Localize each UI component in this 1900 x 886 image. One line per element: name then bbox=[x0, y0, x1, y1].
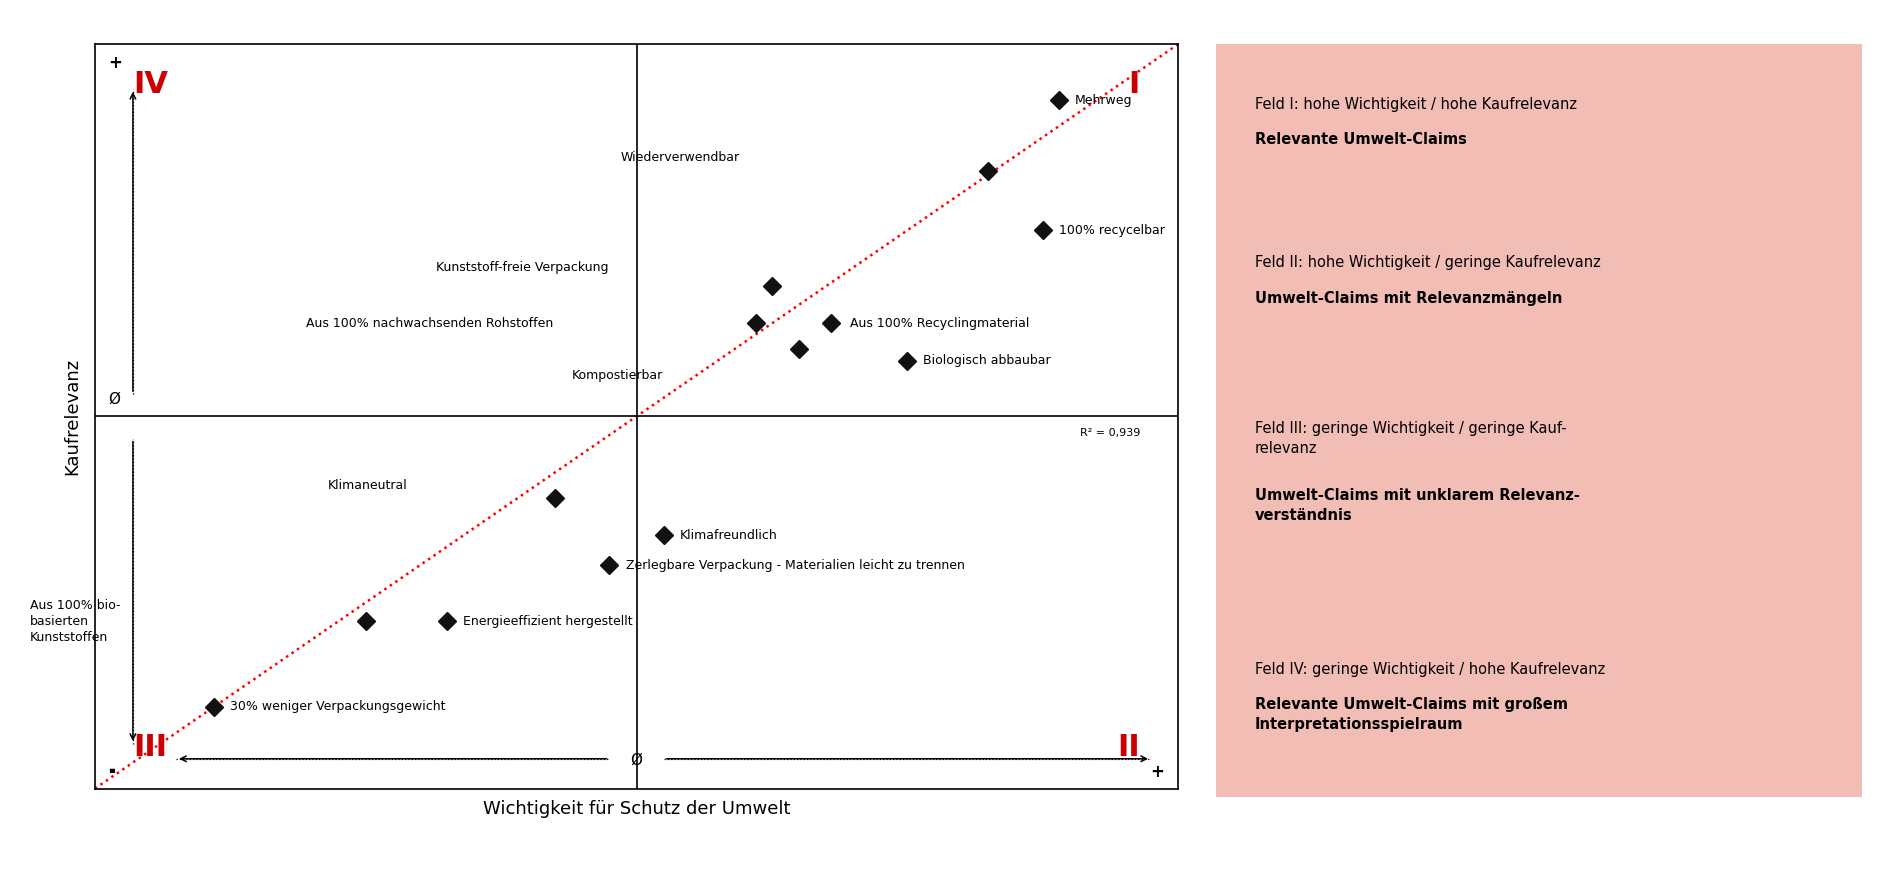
Text: -: - bbox=[108, 761, 116, 780]
Text: Aus 100% Recyclingmaterial: Aus 100% Recyclingmaterial bbox=[851, 317, 1030, 330]
Text: Biologisch abbaubar: Biologisch abbaubar bbox=[923, 354, 1051, 367]
Text: I: I bbox=[1129, 70, 1140, 99]
Text: Feld II: hohe Wichtigkeit / geringe Kaufrelevanz: Feld II: hohe Wichtigkeit / geringe Kauf… bbox=[1254, 255, 1600, 270]
Text: Feld IV: geringe Wichtigkeit / hohe Kaufrelevanz: Feld IV: geringe Wichtigkeit / hohe Kauf… bbox=[1254, 662, 1606, 677]
Text: Feld III: geringe Wichtigkeit / geringe Kauf-
relevanz: Feld III: geringe Wichtigkeit / geringe … bbox=[1254, 421, 1566, 455]
Text: Energieeffizient hergestellt: Energieeffizient hergestellt bbox=[464, 615, 633, 627]
Text: Mehrweg: Mehrweg bbox=[1075, 94, 1132, 106]
Text: +: + bbox=[1151, 763, 1165, 781]
Text: Relevante Umwelt-Claims: Relevante Umwelt-Claims bbox=[1254, 132, 1467, 147]
Text: Umwelt-Claims mit unklarem Relevanz-
verständnis: Umwelt-Claims mit unklarem Relevanz- ver… bbox=[1254, 488, 1579, 523]
Text: Ø: Ø bbox=[631, 753, 642, 768]
Text: Aus 100% bio-
basierten
Kunststoffen: Aus 100% bio- basierten Kunststoffen bbox=[30, 599, 120, 643]
Text: 30% weniger Verpackungsgewicht: 30% weniger Verpackungsgewicht bbox=[230, 700, 446, 713]
Text: II: II bbox=[1117, 734, 1140, 763]
Text: Relevante Umwelt-Claims mit großem
Interpretationsspielraum: Relevante Umwelt-Claims mit großem Inter… bbox=[1254, 697, 1567, 732]
Text: Zerlegbare Verpackung - Materialien leicht zu trennen: Zerlegbare Verpackung - Materialien leic… bbox=[625, 559, 965, 571]
Text: IV: IV bbox=[133, 70, 167, 99]
Text: Wiederverwendbar: Wiederverwendbar bbox=[619, 152, 739, 164]
Text: Aus 100% nachwachsenden Rohstoffen: Aus 100% nachwachsenden Rohstoffen bbox=[306, 317, 553, 330]
Text: R² = 0,939: R² = 0,939 bbox=[1079, 428, 1140, 439]
Text: Klimafreundlich: Klimafreundlich bbox=[680, 529, 777, 542]
Text: Kompostierbar: Kompostierbar bbox=[572, 369, 663, 382]
Text: Feld I: hohe Wichtigkeit / hohe Kaufrelevanz: Feld I: hohe Wichtigkeit / hohe Kaufrele… bbox=[1254, 97, 1577, 112]
Text: Klimaneutral: Klimaneutral bbox=[329, 478, 408, 492]
Text: 100% recycelbar: 100% recycelbar bbox=[1058, 224, 1165, 237]
Text: +: + bbox=[108, 54, 122, 72]
Text: Umwelt-Claims mit Relevanzmängeln: Umwelt-Claims mit Relevanzmängeln bbox=[1254, 291, 1562, 306]
Text: Ø: Ø bbox=[108, 392, 120, 408]
Text: III: III bbox=[133, 734, 167, 763]
Text: -: - bbox=[108, 763, 116, 781]
Text: Kunststoff-freie Verpackung: Kunststoff-freie Verpackung bbox=[437, 261, 608, 274]
Y-axis label: Kaufrelevanz: Kaufrelevanz bbox=[63, 358, 82, 475]
X-axis label: Wichtigkeit für Schutz der Umwelt: Wichtigkeit für Schutz der Umwelt bbox=[483, 800, 790, 818]
